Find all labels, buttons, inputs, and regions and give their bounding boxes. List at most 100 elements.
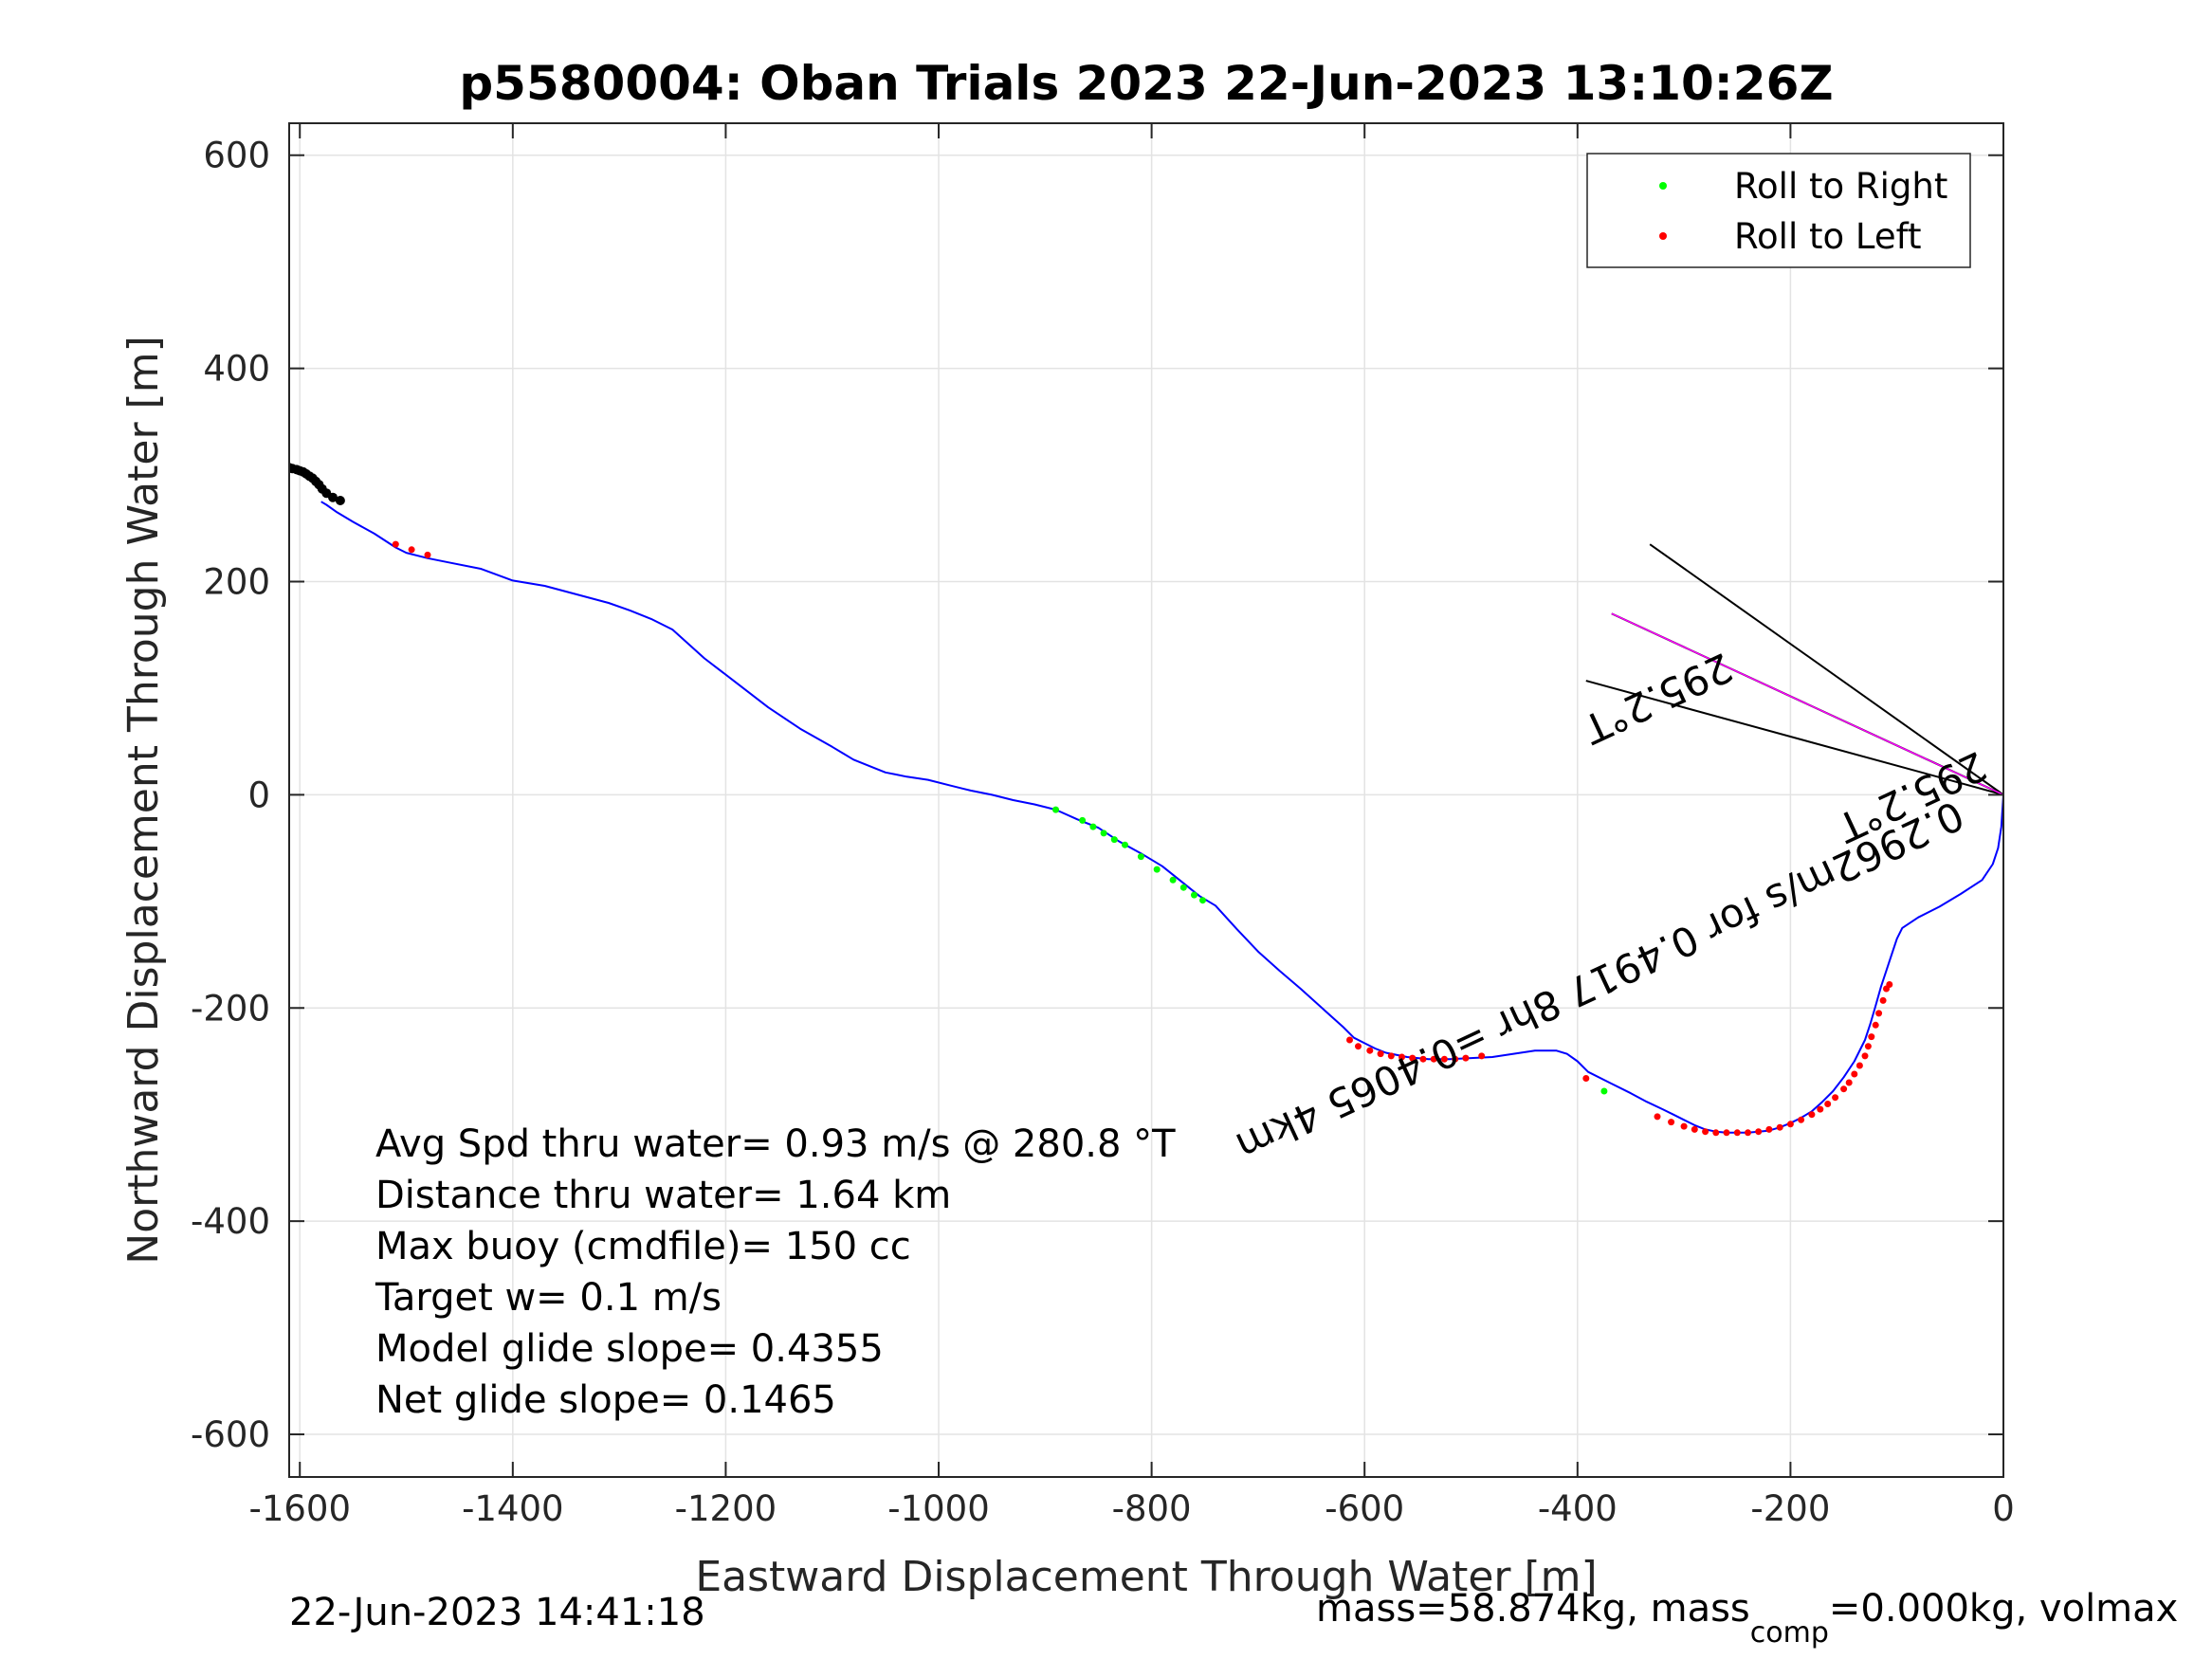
y-axis-label: Northward Displacement Through Water [m] (119, 336, 168, 1264)
x-tick-label: -800 (1112, 1488, 1192, 1529)
roll-left-marker (1879, 996, 1887, 1004)
chart-title: p5580004: Oban Trials 2023 22-Jun-2023 1… (459, 56, 1833, 111)
roll-left-marker (1745, 1129, 1751, 1137)
roll-left-marker (424, 551, 431, 558)
annotation-distance: Distance thru water= 1.64 km (375, 1174, 951, 1217)
annotation-avg-speed: Avg Spd thru water= 0.93 m/s @ 280.8 °T (375, 1122, 1176, 1166)
x-tick-label: -1000 (887, 1488, 990, 1529)
y-tick-label: -600 (191, 1414, 270, 1455)
roll-left-marker (1712, 1129, 1720, 1137)
y-tick-label: 600 (203, 136, 270, 176)
x-tick-label: -200 (1750, 1488, 1830, 1529)
roll-left-marker (1864, 1043, 1872, 1050)
roll-left-marker (1387, 1052, 1395, 1060)
roll-left-marker (1765, 1125, 1773, 1133)
roll-left-marker (1808, 1111, 1816, 1119)
x-tick-label: 0 (1992, 1488, 2015, 1529)
roll-left-marker (1346, 1036, 1353, 1044)
x-tick-label: -600 (1325, 1488, 1404, 1529)
roll-right-marker (1600, 1087, 1608, 1095)
roll-right-marker (1100, 830, 1107, 837)
roll-left-marker (1409, 1054, 1417, 1062)
roll-right-marker (1199, 897, 1206, 904)
roll-left-marker (1680, 1122, 1688, 1130)
legend-marker-roll-right (1659, 182, 1667, 190)
roll-left-marker (1366, 1047, 1374, 1054)
footer-mass-subscript: comp (1750, 1616, 1829, 1650)
footer-timestamp: 22-Jun-2023 14:41:18 (289, 1591, 705, 1634)
annotation-model-glide: Model glide slope= 0.4355 (375, 1327, 884, 1371)
reference-line-1 (1585, 680, 2003, 796)
axes-frame (288, 122, 2004, 1478)
axis-ticks (289, 123, 2004, 1477)
legend: Roll to Right Roll to Left (1586, 153, 1971, 268)
legend-label-roll-right: Roll to Right (1734, 166, 1947, 207)
roll-left-marker (1868, 1033, 1875, 1041)
roll-right-marker (1052, 806, 1059, 813)
y-tick-label: -200 (191, 988, 270, 1029)
roll-left-marker (1798, 1116, 1805, 1123)
roll-left-marker (1478, 1052, 1486, 1060)
data-layer (289, 463, 2003, 1137)
plot-area (289, 123, 2003, 1477)
roll-left-marker (1355, 1043, 1362, 1050)
roll-left-marker (1875, 1010, 1883, 1017)
roll-right-marker (1169, 876, 1177, 884)
y-tick-label: 200 (203, 561, 270, 602)
roll-left-marker (1419, 1055, 1427, 1063)
surface-marker (335, 496, 345, 505)
y-tick-label: -400 (191, 1201, 270, 1242)
x-axis-label: Eastward Displacement Through Water [m] (695, 1553, 1597, 1601)
roll-left-marker (1452, 1055, 1459, 1063)
legend-marker-roll-left (1659, 232, 1667, 240)
trajectory-line (320, 501, 2003, 1134)
roll-left-marker (1824, 1101, 1832, 1107)
roll-left-marker (1755, 1128, 1763, 1136)
grid-lines (289, 123, 2004, 1477)
annotation-block: Avg Spd thru water= 0.93 m/s @ 280.8 °T … (375, 1122, 1176, 1422)
roll-right-marker (1110, 836, 1118, 844)
roll-right-marker (1137, 853, 1144, 861)
roll-left-marker (1886, 981, 1893, 988)
x-tick-label: -1400 (462, 1488, 564, 1529)
roll-left-marker (1861, 1052, 1869, 1060)
roll-left-marker (408, 546, 415, 554)
legend-box (1586, 153, 1971, 268)
x-tick-label: -400 (1538, 1488, 1618, 1529)
roll-right-marker (1122, 841, 1128, 848)
y-tick-label: 0 (247, 775, 270, 815)
reference-line-0 (1649, 543, 2003, 796)
roll-left-marker (1786, 1121, 1794, 1128)
roll-left-marker (392, 540, 399, 548)
roll-left-marker (1440, 1055, 1448, 1063)
roll-right-marker (1089, 823, 1097, 830)
roll-left-marker (1840, 1085, 1848, 1093)
roll-left-marker (1856, 1062, 1863, 1069)
roll-left-marker (1776, 1123, 1783, 1131)
annotation-target-w: Target w= 0.1 m/s (375, 1276, 722, 1320)
roll-left-marker (1723, 1129, 1730, 1137)
roll-left-marker (1398, 1053, 1405, 1061)
roll-left-marker (1851, 1070, 1858, 1078)
roll-left-marker (1691, 1125, 1698, 1133)
y-tick-label: 400 (203, 349, 270, 390)
roll-left-marker (1654, 1113, 1661, 1121)
roll-left-marker (1582, 1075, 1590, 1082)
roll-right-marker (1191, 891, 1197, 899)
surface-marker (328, 492, 338, 502)
x-tick-label: -1200 (675, 1488, 777, 1529)
x-tick-labels: -1600 -1400 -1200 -1000 -800 -600 -400 -200 0 (248, 1488, 2014, 1529)
roll-left-marker (1872, 1021, 1879, 1029)
annotation-max-buoy: Max buoy (cmdfile)= 150 cc (375, 1225, 911, 1268)
roll-left-marker (1377, 1050, 1384, 1058)
roll-left-marker (1733, 1129, 1741, 1137)
footer-mass-info: mass=58.874kg, masscomp=0.000kg, volmax (1316, 1587, 2178, 1650)
roll-right-marker (1079, 816, 1087, 824)
roll-left-marker (1668, 1119, 1675, 1126)
roll-left-marker (1702, 1128, 1709, 1136)
roll-left-marker (1430, 1055, 1437, 1063)
legend-label-roll-left: Roll to Left (1734, 216, 1922, 257)
footer-mass-tail: =0.000kg, volmax (1829, 1587, 2178, 1631)
roll-left-marker (1817, 1105, 1824, 1113)
